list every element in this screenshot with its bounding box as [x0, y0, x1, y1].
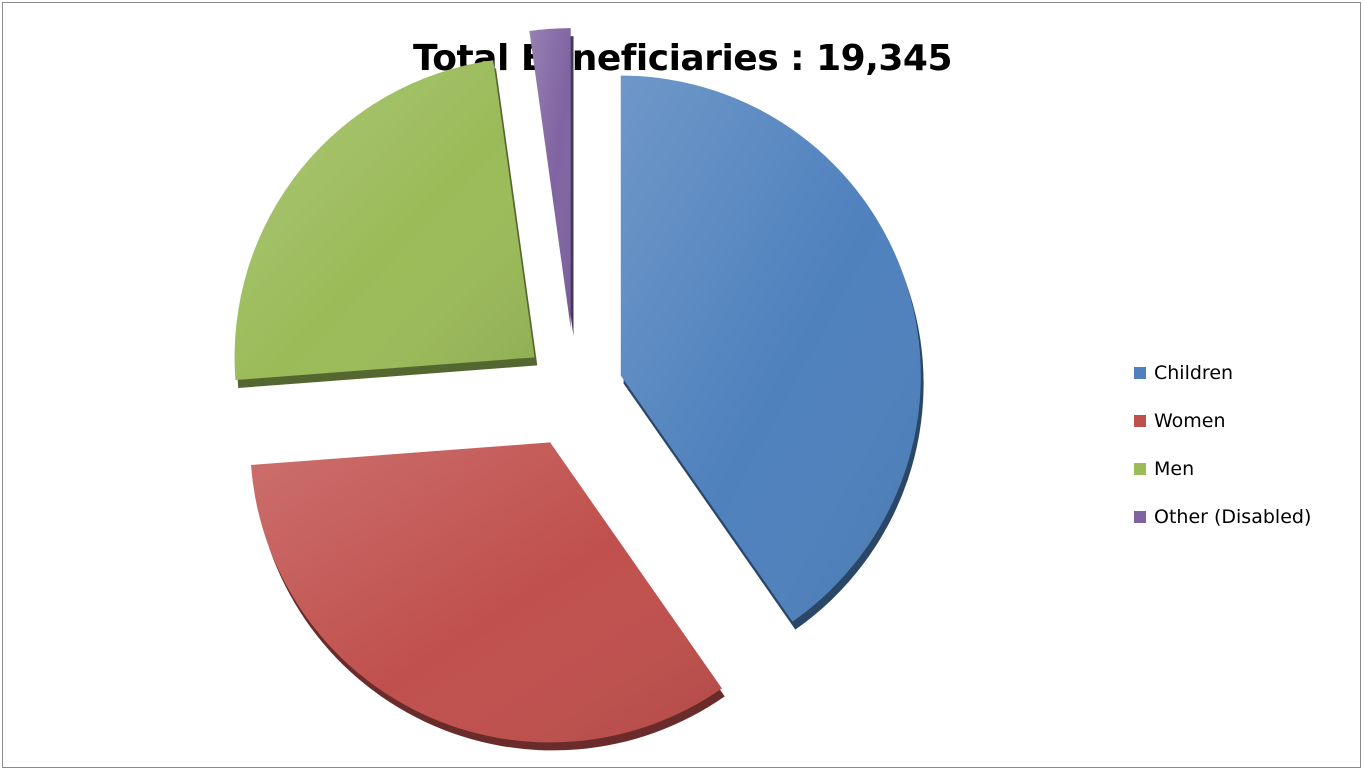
legend-label-women: Women: [1154, 410, 1226, 432]
chart-title: Total Beneficiaries : 19,345: [412, 38, 953, 79]
legend-swatch-women: [1134, 415, 1146, 427]
legend-swatch-children: [1134, 367, 1146, 379]
legend-swatch-other-disabled: [1134, 511, 1146, 523]
legend: Children Women Men Other (Disabled): [1134, 349, 1354, 541]
pie-slice-shading-children: [620, 75, 921, 622]
legend-item-women: Women: [1134, 397, 1354, 445]
legend-label-other-disabled: Other (Disabled): [1154, 506, 1312, 528]
pie-slices: [234, 28, 924, 751]
pie-slice-shading-men: [234, 60, 535, 380]
legend-label-children: Children: [1154, 362, 1234, 384]
pie-slice-shading-women: [251, 442, 722, 743]
legend-item-children: Children: [1134, 349, 1354, 397]
legend-swatch-men: [1134, 463, 1146, 475]
legend-item-other-disabled: Other (Disabled): [1134, 493, 1354, 541]
legend-label-men: Men: [1154, 458, 1195, 480]
pie-slice-shading-other-disabled: [529, 28, 571, 329]
legend-item-men: Men: [1134, 445, 1354, 493]
